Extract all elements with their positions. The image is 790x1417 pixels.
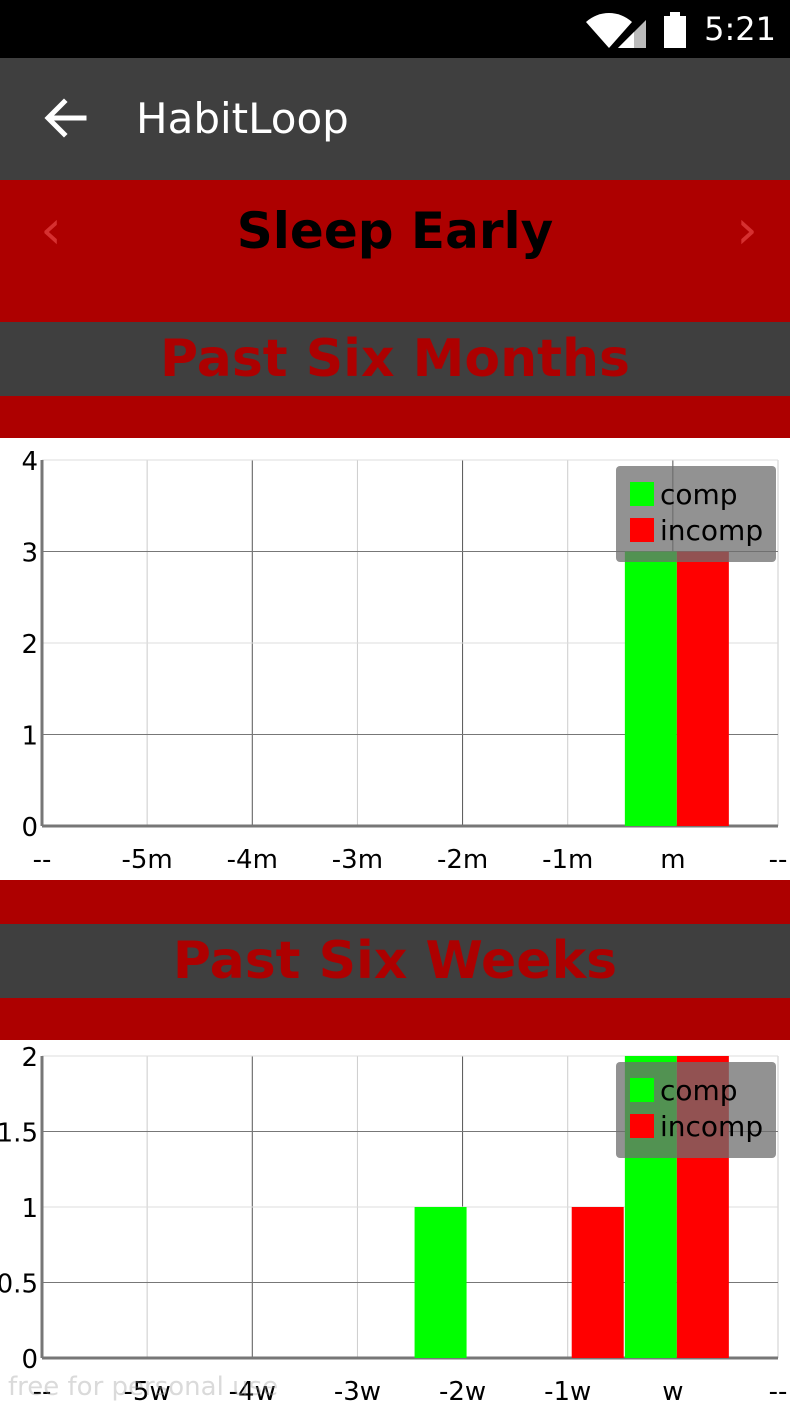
months-red-strip: [0, 396, 790, 438]
x-tick-label: -4w: [229, 1377, 276, 1407]
y-tick-label: 4: [21, 447, 38, 477]
legend-swatch-incomp: [630, 1114, 654, 1138]
habit-name: Sleep Early: [236, 202, 554, 260]
y-tick-label: 1: [21, 722, 38, 752]
y-tick-label: 0.5: [0, 1270, 38, 1300]
status-icons: [586, 12, 686, 48]
legend-swatch-comp: [630, 1078, 654, 1102]
legend-label-comp: comp: [660, 478, 738, 511]
x-tick-label: --: [33, 1377, 52, 1407]
y-tick-label: 0: [21, 813, 38, 843]
x-tick-label: --: [769, 845, 788, 875]
next-habit-button[interactable]: ›: [722, 200, 772, 260]
x-tick-label: -3m: [332, 845, 383, 875]
app-title: HabitLoop: [136, 94, 349, 143]
bar-comp: [624, 551, 677, 826]
x-tick-label: m: [660, 845, 685, 875]
x-tick-label: -5m: [122, 845, 173, 875]
chevron-right-icon: ›: [736, 198, 758, 261]
legend-label-incomp: incomp: [660, 1110, 763, 1143]
y-tick-label: 1.5: [0, 1119, 38, 1149]
x-tick-label: --: [33, 845, 52, 875]
bar-incomp: [676, 551, 729, 826]
signal-icon: [618, 20, 646, 48]
weeks-red-strip: [0, 998, 790, 1040]
months-title-bar: Past Six Months: [0, 322, 790, 396]
x-tick-label: -2m: [437, 845, 488, 875]
status-time: 5:21: [704, 10, 776, 48]
weeks-red-strip-top: [0, 880, 790, 924]
x-tick-label: -5w: [124, 1377, 171, 1407]
chevron-left-icon: ‹: [40, 198, 62, 261]
y-tick-label: 0: [21, 1345, 38, 1375]
x-tick-label: -1m: [542, 845, 593, 875]
legend-box: [616, 466, 776, 562]
legend-box: [616, 1062, 776, 1158]
legend-label-comp: comp: [660, 1074, 738, 1107]
weeks-title: Past Six Weeks: [172, 931, 618, 991]
prev-habit-button[interactable]: ‹: [26, 200, 76, 260]
x-tick-label: -3w: [334, 1377, 381, 1407]
months-title: Past Six Months: [160, 329, 630, 389]
y-tick-label: 3: [21, 539, 38, 569]
habit-header: ‹ Sleep Early ›: [0, 180, 790, 322]
x-tick-label: w: [662, 1377, 683, 1407]
legend-label-incomp: incomp: [660, 514, 763, 547]
app-bar: HabitLoop: [0, 58, 790, 180]
legend-swatch-incomp: [630, 518, 654, 542]
battery-icon: [664, 12, 686, 48]
y-tick-label: 2: [21, 1043, 38, 1073]
watermark: free for personal use: [8, 1372, 279, 1402]
arrow-left-icon: [44, 98, 87, 138]
months-chart-container: 0 1 2 3 4 -- -5m -4m -3m -2m -1m m -- comp incomp: [0, 438, 790, 880]
x-tick-label: --: [769, 1377, 788, 1407]
y-tick-label: 1: [21, 1194, 38, 1224]
bar-comp: [414, 1207, 467, 1358]
x-tick-label: -1w: [544, 1377, 591, 1407]
x-tick-label: -2w: [439, 1377, 486, 1407]
status-bar: 5:21: [0, 0, 790, 58]
back-button[interactable]: [36, 88, 96, 148]
bar-incomp: [571, 1207, 624, 1358]
x-tick-label: -4m: [227, 845, 278, 875]
legend-swatch-comp: [630, 482, 654, 506]
weeks-title-bar: Past Six Weeks: [0, 924, 790, 998]
y-tick-label: 2: [21, 630, 38, 660]
wifi-icon: [586, 13, 632, 48]
weeks-chart-container: 0 0.5 1 1.5 2 -- -5w -4w -3w -2w -1w w -- comp incomp: [0, 1040, 790, 1412]
